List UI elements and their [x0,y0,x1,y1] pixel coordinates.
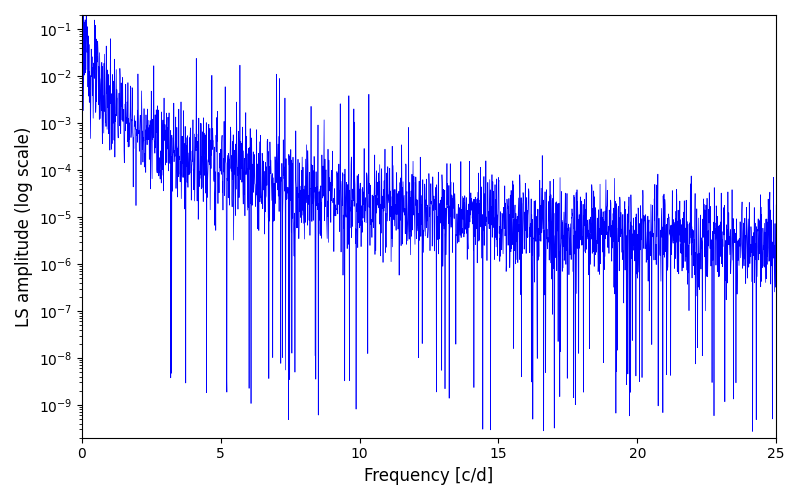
X-axis label: Frequency [c/d]: Frequency [c/d] [364,467,494,485]
Y-axis label: LS amplitude (log scale): LS amplitude (log scale) [15,126,33,326]
